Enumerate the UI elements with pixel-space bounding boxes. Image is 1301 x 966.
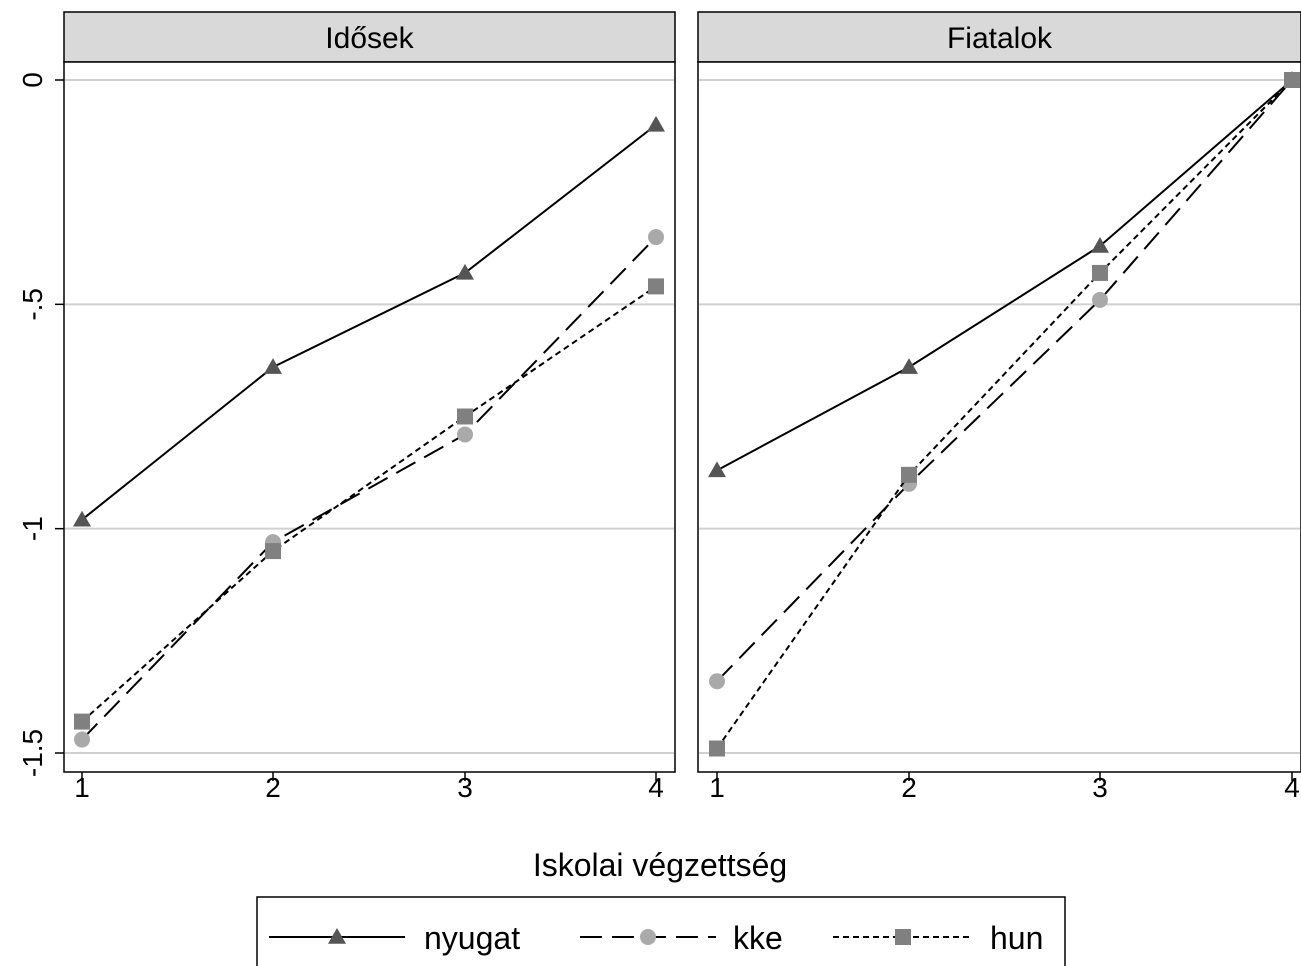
x-tick-label: 2	[265, 772, 281, 803]
y-tick-label: 0	[17, 72, 48, 88]
plot-area	[697, 61, 1301, 773]
data-point-nyugat	[708, 461, 726, 478]
legend-label: hun	[990, 920, 1043, 956]
x-tick-label: 3	[457, 772, 473, 803]
series-line-kke	[716, 79, 1293, 682]
x-tick-label: 2	[901, 772, 917, 803]
data-point-nyugat	[73, 510, 91, 527]
data-point-hun	[457, 408, 473, 425]
series-line-hun	[81, 285, 657, 723]
y-tick-label: -.5	[17, 288, 48, 321]
series-line-nyugat	[716, 79, 1293, 472]
data-point-nyugat	[456, 263, 474, 280]
y-tick-label: -1	[17, 516, 48, 541]
panel-header	[697, 11, 1301, 63]
x-tick-label: 4	[1284, 772, 1300, 803]
legend: nyugat kke hun	[256, 896, 1066, 966]
legend-box	[256, 896, 1066, 966]
y-tick-label: -1.5	[17, 729, 48, 777]
data-point-nyugat	[264, 358, 282, 374]
data-point-kke	[74, 731, 90, 748]
data-point-hun	[1284, 72, 1300, 88]
panel-title: Fiatalok	[947, 22, 1053, 55]
data-point-hun	[648, 278, 664, 295]
panel-header	[63, 11, 676, 63]
panel-1: Idősek 1 2 3 4	[63, 11, 676, 803]
legend-label: nyugat	[424, 920, 520, 956]
data-point-nyugat	[900, 358, 918, 374]
series-line-nyugat	[81, 124, 657, 521]
data-point-hun	[265, 543, 281, 560]
panel-2: Fiatalok 1 2 3 4	[697, 11, 1301, 803]
legend-marker-nyugat	[328, 928, 346, 944]
series-line-hun	[716, 79, 1293, 750]
panel-title: Idősek	[325, 22, 414, 55]
data-point-kke	[648, 229, 664, 246]
data-point-hun	[1092, 264, 1108, 281]
data-point-kke	[457, 426, 473, 443]
x-tick-label: 4	[648, 772, 664, 803]
x-tick-label: 1	[709, 772, 725, 803]
legend-label: kke	[733, 920, 783, 956]
legend-marker-hun	[895, 929, 911, 945]
data-point-kke	[1092, 291, 1108, 308]
legend-marker-kke	[640, 929, 656, 945]
data-point-nyugat	[1091, 237, 1109, 253]
data-point-nyugat	[647, 115, 665, 132]
data-point-kke	[709, 673, 725, 690]
plot-area	[63, 61, 676, 773]
x-axis-title: Iskolai végzettség	[533, 847, 787, 883]
data-point-hun	[901, 466, 917, 483]
data-point-hun	[709, 740, 725, 757]
series-line-kke	[81, 236, 657, 741]
x-tick-label: 3	[1092, 772, 1108, 803]
data-point-hun	[74, 713, 90, 730]
x-tick-label: 1	[74, 772, 90, 803]
